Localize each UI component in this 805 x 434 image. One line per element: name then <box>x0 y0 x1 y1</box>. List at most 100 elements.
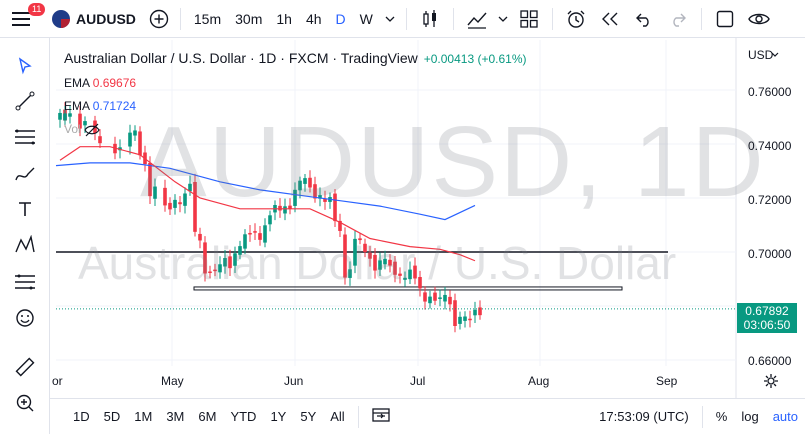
candle-body <box>358 238 362 241</box>
grid-icon <box>520 9 538 28</box>
zoom-tool[interactable] <box>0 388 50 418</box>
indicators-button[interactable] <box>460 0 494 38</box>
ema-slow-line <box>55 162 476 221</box>
emoji-tool[interactable] <box>0 303 50 333</box>
range-ytd[interactable]: YTD <box>230 409 257 424</box>
brush-tool[interactable] <box>0 158 50 188</box>
redo-button[interactable] <box>661 0 695 38</box>
x-tick-apr: or <box>52 374 63 388</box>
interval-d[interactable]: D <box>335 10 346 27</box>
compare-button[interactable] <box>144 0 174 38</box>
volume-label: Vol <box>64 122 81 136</box>
rewind-icon <box>601 12 618 25</box>
layout-button[interactable] <box>512 0 546 38</box>
last-price-tag: 0.67892 03:06:50 <box>737 303 797 333</box>
indicators-icon <box>467 12 487 29</box>
interval-15m[interactable]: 15m <box>193 10 222 27</box>
theme-button[interactable] <box>742 0 776 38</box>
fullscreen-button[interactable] <box>708 0 742 38</box>
ema-fast-legend[interactable]: EMA 0.69676 <box>64 76 136 90</box>
candle-body <box>128 132 132 147</box>
range-5d[interactable]: 5D <box>103 409 121 424</box>
candle-body <box>213 269 217 272</box>
candle-body <box>318 195 322 199</box>
candle-body <box>463 316 467 321</box>
percent-toggle[interactable]: % <box>715 409 728 424</box>
candle-body <box>413 265 417 279</box>
range-1y[interactable]: 1Y <box>270 409 287 424</box>
candle-body <box>303 178 307 184</box>
candle-body <box>363 243 367 252</box>
candle-body <box>168 202 172 210</box>
x-tick-jul: Jul <box>410 374 426 388</box>
settings-gear-icon[interactable] <box>763 373 779 389</box>
redo-icon <box>673 13 686 27</box>
candle-body <box>208 271 212 274</box>
range-1d[interactable]: 1D <box>73 409 90 424</box>
drawing-toolbar <box>0 38 50 434</box>
ema-slow-legend[interactable]: EMA 0.71724 <box>64 99 136 113</box>
x-tick-aug: Aug <box>528 374 550 388</box>
range-1m[interactable]: 1M <box>134 409 153 424</box>
goto-date-button[interactable] <box>365 407 397 426</box>
cursor-tool[interactable] <box>0 51 50 81</box>
interval-w[interactable]: W <box>359 10 373 27</box>
candle-body <box>428 296 432 304</box>
text-tool[interactable] <box>0 194 50 224</box>
range-all[interactable]: All <box>330 409 345 424</box>
candle-body <box>368 252 372 259</box>
alarm-clock-icon <box>567 10 585 28</box>
candle-body <box>63 113 67 121</box>
zoom-icon <box>16 394 34 412</box>
interval-4h[interactable]: 4h <box>305 10 322 27</box>
replay-button[interactable] <box>593 0 627 38</box>
candle-body <box>453 300 457 326</box>
volume-legend[interactable]: Vol <box>64 122 100 137</box>
menu-button[interactable]: 11 <box>0 0 46 38</box>
interval-30m[interactable]: 30m <box>235 10 263 27</box>
bottom-toolbar: 1D 5D 1M 3M 6M YTD 1Y 5Y All 17:53:09 (U… <box>50 398 805 434</box>
range-3m[interactable]: 3M <box>166 409 185 424</box>
chart-type-button[interactable] <box>413 0 447 38</box>
candles-icon <box>423 9 436 27</box>
candle-body <box>383 258 387 265</box>
utc-clock[interactable]: 17:53:09 (UTC) <box>599 409 689 424</box>
trendline-tool[interactable] <box>0 86 50 116</box>
candle-body <box>268 215 272 225</box>
candle-body <box>353 238 357 266</box>
y-tick-066: 0.66000 <box>748 354 792 368</box>
candle-body <box>348 269 352 278</box>
alert-button[interactable] <box>559 0 593 38</box>
ruler-tool[interactable] <box>0 352 50 382</box>
legend-change: +0.00413 (+0.61%) <box>423 52 527 66</box>
interval-dropdown[interactable] <box>380 0 400 38</box>
undo-button[interactable] <box>627 0 661 38</box>
candle-body <box>448 296 452 305</box>
candle-body <box>373 254 377 271</box>
fib-tool[interactable] <box>0 122 50 152</box>
x-tick-sep: Sep <box>656 374 678 388</box>
candle-body <box>343 234 347 278</box>
auto-toggle[interactable]: auto <box>772 409 798 424</box>
candle-body <box>163 187 167 206</box>
candle-body <box>418 277 422 289</box>
candle-body <box>188 183 192 192</box>
pattern-tool[interactable] <box>0 230 50 260</box>
indicators-dropdown[interactable] <box>494 0 512 38</box>
interval-1h[interactable]: 1h <box>276 10 292 27</box>
candle-body <box>473 309 477 316</box>
chart-legend: Australian Dollar / U.S. Dollar · 1D · F… <box>64 50 526 66</box>
eye-icon <box>748 13 770 24</box>
log-toggle[interactable]: log <box>741 409 759 424</box>
level-zone-0686 <box>193 286 623 291</box>
range-6m[interactable]: 6M <box>198 409 217 424</box>
range-5y[interactable]: 5Y <box>300 409 317 424</box>
currency-label[interactable]: USD <box>748 48 774 62</box>
candle-body <box>298 180 302 191</box>
legend-title: Australian Dollar / U.S. Dollar · 1D · F… <box>64 50 418 66</box>
cursor-icon <box>18 57 32 75</box>
symbol-search[interactable]: AUDUSD <box>42 0 144 38</box>
prediction-tool[interactable] <box>0 267 50 297</box>
separator <box>701 405 703 428</box>
